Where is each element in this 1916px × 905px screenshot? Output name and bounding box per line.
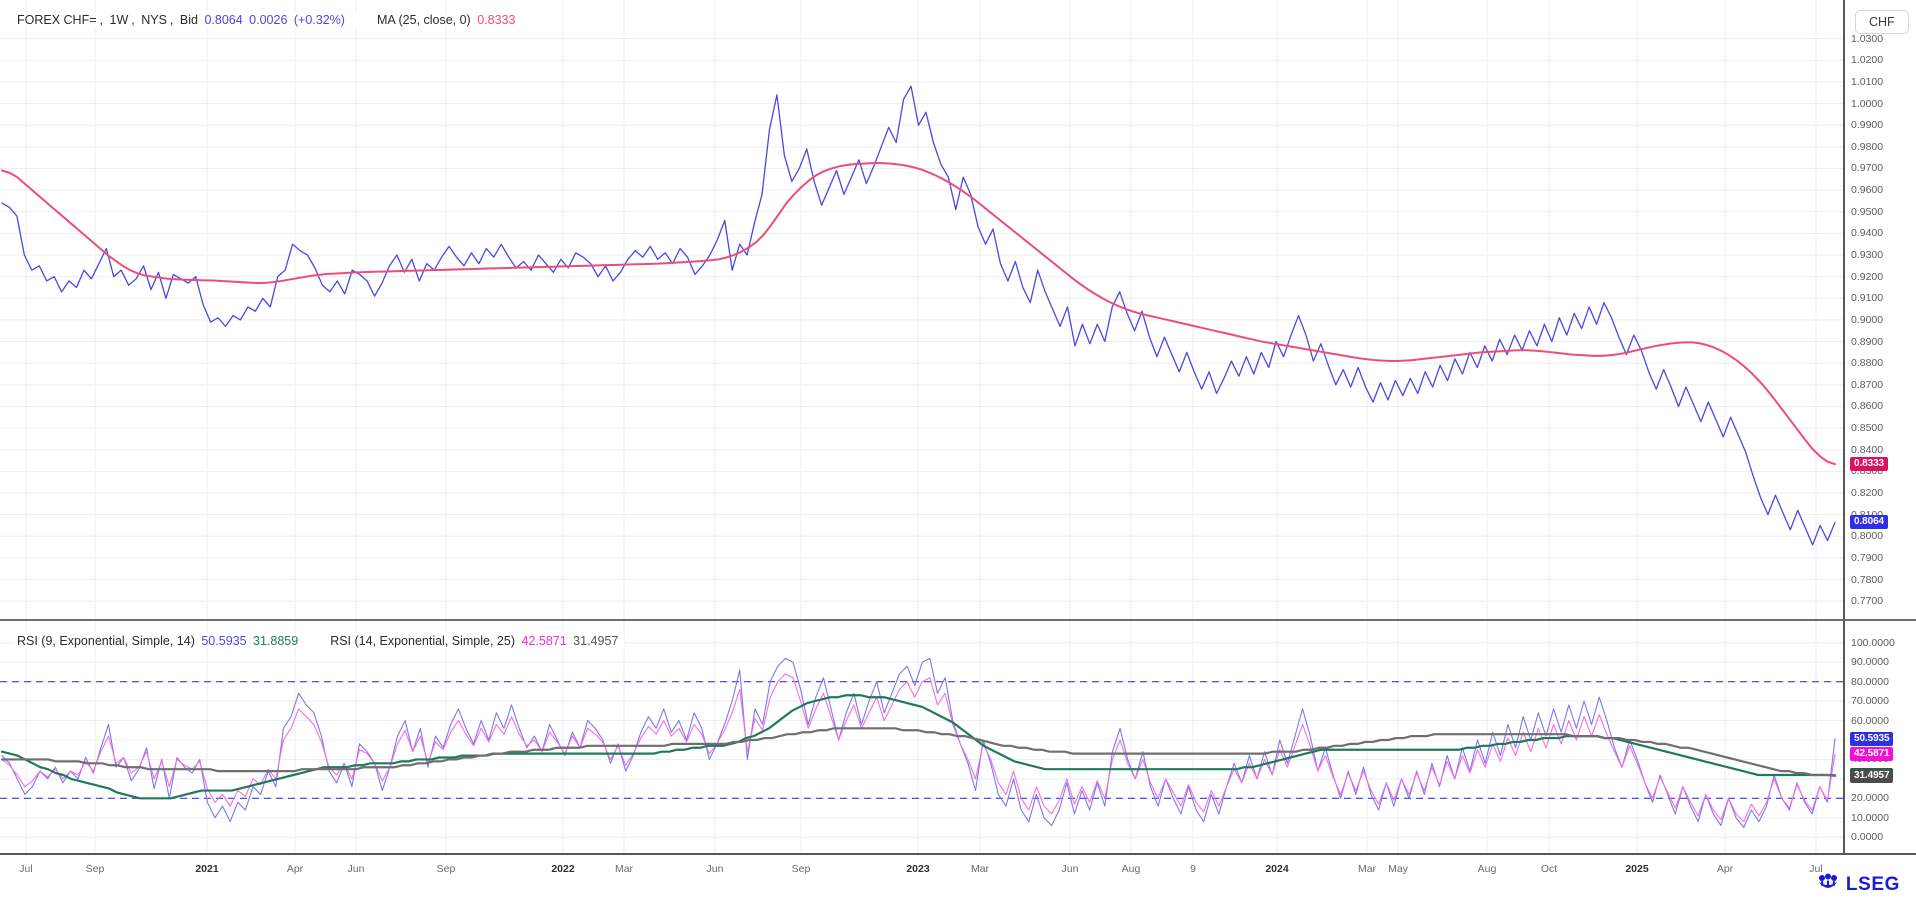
legend-symbol[interactable]: FOREX CHF= [17,13,97,27]
panel-separator [0,619,1916,621]
time-tick-label: Oct [1540,863,1558,875]
rsi-slow-badge: 42.5871 [1850,747,1894,762]
legend-quote-type: Bid [179,13,198,27]
lseg-wordmark: LSEG [1845,873,1900,895]
time-tick-label: Apr [286,863,304,875]
time-tick-label: Jun [347,863,365,875]
axis-tick-label: 0.9800 [1851,140,1884,153]
axis-tick-label: 0.8200 [1851,487,1884,499]
axis-tick-label: 0.8500 [1851,422,1884,435]
legend-interval[interactable]: 1W [109,13,129,27]
axis-tick-label: 0.9200 [1851,270,1884,283]
axis-tick-label: 0.8400 [1851,443,1884,456]
axis-tick-label: 0.8700 [1851,378,1884,391]
time-axis[interactable]: Jul Sep 2021 Apr Jun Sep 2022 Mar Jun Sep 2023 Mar J… [0,853,1916,905]
axis-corner-divider [1843,853,1916,855]
lseg-mark-icon [1817,872,1839,897]
axis-tick-label: 0.9600 [1851,184,1884,197]
axis-tick-label: 0.9500 [1851,205,1884,218]
time-tick-label: 2024 [1265,863,1289,875]
axis-tick-label: 0.9100 [1851,292,1884,305]
axis-tick-label: 0.9000 [1851,313,1884,326]
legend-change-percent: (+0.32%) [293,13,345,27]
rsi-plot-area[interactable] [0,621,1843,853]
axis-tick-label: 0.8800 [1851,357,1884,370]
time-tick-label: Jun [1061,863,1079,875]
axis-tick-label: 1.0100 [1851,75,1884,88]
price-legend: FOREX CHF=, 1W, NYS, Bid 0.8064 0.0026 (… [14,12,522,28]
time-tick-label: Mar [614,863,634,875]
ma-badge: 0.8333 [1850,457,1888,472]
time-tick-label: Jul [1809,863,1823,875]
time-tick-label: Aug [1477,863,1497,875]
axis-tick-label: 1.0200 [1851,54,1884,67]
axis-tick-label: 0.8600 [1851,400,1884,413]
time-tick-label: Jul [19,863,33,875]
axis-tick-label: 1.0300 [1851,32,1884,45]
axis-tick-label: 100.0000 [1851,636,1895,649]
time-tick-label: Sep [791,863,811,875]
axis-tick-label: 10.0000 [1851,811,1889,824]
axis-tick-label: 80.0000 [1851,675,1889,688]
time-tick-label: 2025 [1625,863,1649,875]
legend-rsi1-value: 50.5935 [201,634,247,648]
time-tick-label: Mar [1357,863,1377,875]
rsi-fast-badge: 50.5935 [1850,731,1894,746]
time-tick-label: Aug [1121,863,1141,875]
rsi-axis[interactable]: 100.000090.000080.000070.000060.000050.0… [1843,621,1916,853]
axis-tick-label: 20.0000 [1851,792,1889,805]
time-tick-label: 2022 [551,863,575,875]
time-tick-label: 9 [1190,863,1196,875]
rsi-panel: RSI (9, Exponential, Simple, 14) 50.5935… [0,621,1916,853]
axis-tick-label: 1.0000 [1851,97,1884,110]
legend-ma-label[interactable]: MA (25, close, 0) [376,13,471,27]
price-plot-area[interactable] [0,0,1843,620]
legend-rsi1-signal: 31.8859 [253,634,299,648]
time-tick-label: Jun [706,863,724,875]
axis-tick-label: 0.9700 [1851,162,1884,175]
time-tick-label: Apr [1716,863,1734,875]
axis-tick-label: 0.9900 [1851,119,1884,132]
legend-ma-value: 0.8333 [477,13,516,27]
time-tick-label: 2023 [906,863,930,875]
axis-tick-label: 0.8900 [1851,335,1884,348]
axis-tick-label: 70.0000 [1851,695,1889,708]
axis-tick-label: 0.7900 [1851,551,1884,564]
legend-rsi2-value: 42.5871 [521,634,567,648]
axis-tick-label: 0.9300 [1851,249,1884,261]
legend-exchange: NYS [141,13,167,27]
axis-tick-label: 0.0000 [1851,831,1884,844]
axis-tick-label: 0.8000 [1851,530,1884,543]
rsi-legend: RSI (9, Exponential, Simple, 14) 50.5935… [14,633,625,649]
legend-change: 0.0026 [249,13,288,27]
time-tick-label: Mar [970,863,990,875]
axis-tick-label: 60.0000 [1851,714,1889,727]
lseg-logo: LSEG [1817,872,1900,897]
axis-tick-label: 0.7700 [1851,595,1884,608]
axis-tick-label: 0.9400 [1851,227,1884,240]
axis-tick-label: 90.0000 [1851,656,1889,669]
time-tick-label: Sep [436,863,456,875]
legend-last-price: 0.8064 [204,13,243,27]
price-panel: FOREX CHF=, 1W, NYS, Bid 0.8064 0.0026 (… [0,0,1916,620]
price-axis[interactable]: CHF 1.0300 1.0200 1.0100 1.0000 0.9900 0.9800… [1843,0,1916,620]
time-tick-label: Sep [85,863,105,875]
time-tick-label: May [1388,863,1408,875]
legend-rsi2-label[interactable]: RSI (14, Exponential, Simple, 25) [330,634,516,648]
time-tick-label: 2021 [195,863,219,875]
axis-tick-label: 0.7800 [1851,573,1884,586]
rsi-signal-gray-badge: 31.4957 [1850,768,1894,783]
legend-rsi1-label[interactable]: RSI (9, Exponential, Simple, 14) [17,634,195,648]
currency-chip[interactable]: CHF [1855,10,1909,34]
last-badge: 0.8064 [1850,515,1888,530]
legend-rsi2-signal: 31.4957 [573,634,619,648]
